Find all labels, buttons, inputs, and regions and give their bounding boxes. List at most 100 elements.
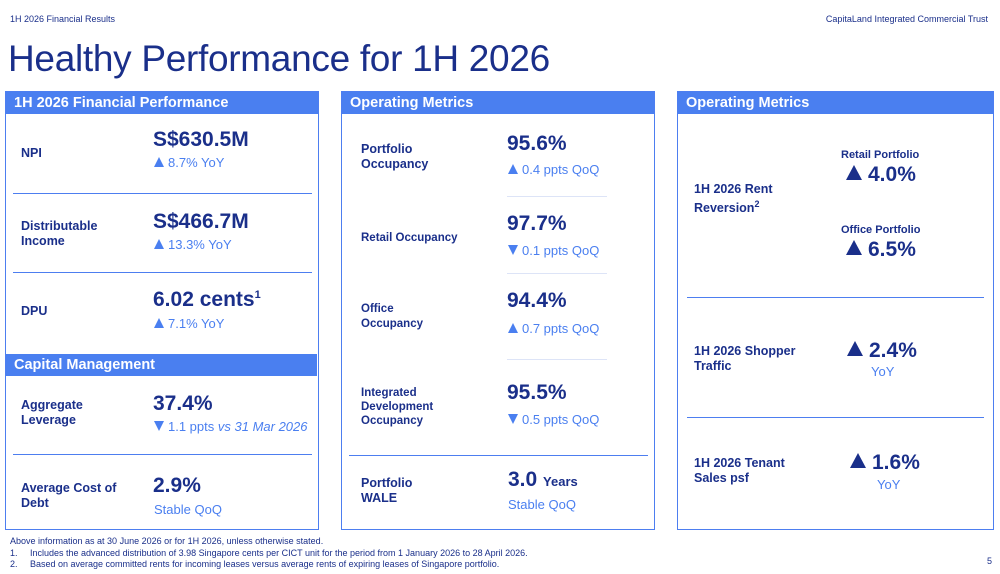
wale-value-text: 3.0 bbox=[508, 468, 538, 491]
footnote-intro: Above information as at 30 June 2026 or … bbox=[10, 536, 324, 546]
divider bbox=[13, 454, 312, 455]
up-triangle-icon bbox=[508, 323, 518, 333]
dpu-value: 6.02 cents1 bbox=[153, 288, 261, 312]
footnote-ref: 1 bbox=[254, 289, 261, 301]
integrated-development-occupancy-change: 0.5 ppts QoQ bbox=[508, 412, 599, 427]
page-title: Healthy Performance for 1H 2026 bbox=[8, 38, 550, 79]
al-change-suffix: vs 31 Mar 2026 bbox=[217, 419, 308, 434]
di-change-text: 13.3% YoY bbox=[168, 237, 232, 252]
down-triangle-icon bbox=[154, 421, 164, 431]
page-number: 5 bbox=[986, 556, 992, 566]
financial-panel: 1H 2026 Financial Performance NPI S$630.… bbox=[5, 91, 319, 530]
down-triangle-icon bbox=[508, 414, 518, 424]
footnote-2: 2. Based on average committed rents for i… bbox=[10, 559, 528, 571]
retail-occupancy-label: Retail Occupancy bbox=[361, 232, 458, 244]
npi-value: S$630.5M bbox=[153, 128, 249, 151]
po-change-text: 0.4 ppts QoQ bbox=[522, 162, 600, 177]
up-triangle-icon bbox=[154, 318, 164, 328]
dpu-value-text: 6.02 cents bbox=[153, 288, 255, 311]
divider bbox=[507, 196, 607, 197]
capital-header: Capital Management bbox=[6, 354, 317, 376]
operating-metrics-panel: Operating Metrics Portfolio Occupancy 95… bbox=[341, 91, 655, 530]
distributable-income-label: Distributable Income bbox=[21, 219, 98, 248]
ido-change-text: 0.5 ppts QoQ bbox=[522, 412, 600, 427]
dpu-change-text: 7.1% YoY bbox=[168, 316, 225, 331]
report-label: 1H 2026 Financial Results bbox=[10, 14, 116, 24]
portfolio-wale-change: Stable QoQ bbox=[508, 497, 576, 512]
aggregate-leverage-label: Aggregate Leverage bbox=[21, 398, 83, 427]
cost-of-debt-label: Average Cost of Debt bbox=[21, 481, 117, 510]
up-triangle-icon bbox=[154, 157, 164, 167]
rent-reversion-label: 1H 2026 Rent Reversion2 bbox=[694, 182, 774, 216]
shopper-traffic-unit: YoY bbox=[871, 364, 895, 379]
portfolio-wale-value: 3.0 Years bbox=[508, 468, 578, 492]
retail-occupancy-change: 0.1 ppts QoQ bbox=[508, 243, 599, 258]
shopper-traffic-label: 1H 2026 Shopper Traffic bbox=[694, 344, 796, 373]
portfolio-occupancy-change: 0.4 ppts QoQ bbox=[508, 162, 599, 177]
cost-of-debt-change: Stable QoQ bbox=[154, 502, 222, 517]
retail-occupancy-value: 97.7% bbox=[507, 212, 567, 235]
tenant-value-text: 1.6% bbox=[872, 451, 920, 474]
divider bbox=[687, 297, 984, 298]
divider bbox=[349, 455, 648, 456]
office-occupancy-value: 94.4% bbox=[507, 289, 567, 312]
retail-portfolio-value: 4.0% bbox=[846, 163, 916, 187]
cost-of-debt-value: 2.9% bbox=[153, 474, 201, 497]
footnotes: Above information as at 30 June 2026 or … bbox=[10, 536, 528, 571]
npi-change: 8.7% YoY bbox=[154, 155, 224, 170]
office-portfolio-value: 6.5% bbox=[846, 238, 916, 262]
up-triangle-icon bbox=[850, 453, 866, 468]
tenant-sales-value: 1.6% bbox=[850, 451, 920, 475]
rent-reversion-text: 1H 2026 Rent Reversion bbox=[694, 182, 773, 216]
divider bbox=[13, 193, 312, 194]
portfolio-occupancy-value: 95.6% bbox=[507, 132, 567, 155]
integrated-development-occupancy-label: Integrated Development Occupancy bbox=[361, 387, 434, 427]
office-value-text: 6.5% bbox=[868, 238, 916, 261]
down-triangle-icon bbox=[508, 245, 518, 255]
footnote-number: 2. bbox=[10, 559, 18, 569]
company-name: CapitaLand Integrated Commercial Trust bbox=[825, 14, 988, 24]
divider bbox=[687, 417, 984, 418]
distributable-income-value: S$466.7M bbox=[153, 210, 249, 233]
shopper-value-text: 2.4% bbox=[869, 339, 917, 362]
office-occupancy-change: 0.7 ppts QoQ bbox=[508, 321, 599, 336]
up-triangle-icon bbox=[508, 164, 518, 174]
aggregate-leverage-value: 37.4% bbox=[153, 392, 213, 415]
divider bbox=[507, 359, 607, 360]
footnote-ref: 2 bbox=[754, 199, 760, 209]
distributable-income-change: 13.3% YoY bbox=[154, 237, 232, 252]
ro-change-text: 0.1 ppts QoQ bbox=[522, 243, 600, 258]
portfolio-wale-label: Portfolio WALE bbox=[361, 476, 413, 505]
office-portfolio-label: Office Portfolio bbox=[841, 224, 921, 236]
up-triangle-icon bbox=[846, 240, 862, 255]
tenant-sales-label: 1H 2026 Tenant Sales psf bbox=[694, 456, 785, 485]
dpu-label: DPU bbox=[21, 304, 48, 318]
up-triangle-icon bbox=[154, 239, 164, 249]
retail-value-text: 4.0% bbox=[868, 163, 916, 186]
portfolio-occupancy-label: Portfolio Occupancy bbox=[361, 142, 429, 171]
retail-portfolio-label: Retail Portfolio bbox=[841, 149, 920, 161]
operating-metrics-right-panel: Operating Metrics 1H 2026 Rent Reversion… bbox=[677, 91, 994, 530]
npi-label: NPI bbox=[21, 146, 42, 160]
integrated-development-occupancy-value: 95.5% bbox=[507, 381, 567, 404]
up-triangle-icon bbox=[846, 165, 862, 180]
footnote-number: 1. bbox=[10, 547, 18, 558]
office-occupancy-label: Office Occupancy bbox=[361, 303, 423, 330]
al-change-text: 1.1 ppts bbox=[168, 419, 215, 434]
dpu-change: 7.1% YoY bbox=[154, 316, 224, 331]
footnote-text: Includes the advanced distribution of 3.… bbox=[30, 547, 528, 558]
tenant-sales-unit: YoY bbox=[877, 477, 901, 492]
shopper-traffic-value: 2.4% bbox=[847, 339, 917, 363]
financial-header: 1H 2026 Financial Performance bbox=[6, 92, 318, 114]
up-triangle-icon bbox=[847, 341, 863, 356]
footnote-1: 1. Includes the advanced distribution of … bbox=[10, 548, 528, 560]
footnote-text: Based on average committed rents for inc… bbox=[30, 559, 500, 569]
operating-right-header: Operating Metrics bbox=[678, 92, 993, 114]
wale-unit: Years bbox=[543, 474, 578, 489]
operating-header: Operating Metrics bbox=[342, 92, 654, 114]
divider bbox=[507, 273, 607, 274]
oo-change-text: 0.7 ppts QoQ bbox=[522, 321, 600, 336]
aggregate-leverage-change: 1.1 ppts vs 31 Mar 2026 bbox=[154, 419, 308, 434]
divider bbox=[13, 272, 312, 273]
npi-change-text: 8.7% YoY bbox=[168, 155, 225, 170]
